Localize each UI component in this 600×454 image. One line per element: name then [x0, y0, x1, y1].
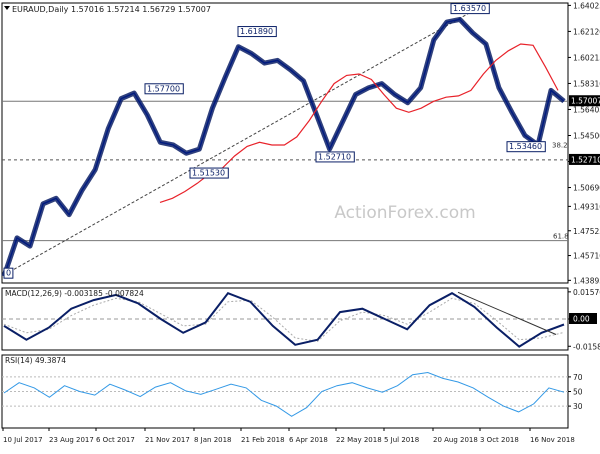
macd-line [3, 291, 565, 348]
price-annotation-label: 1.63570 [453, 4, 486, 13]
rsi-y-tick-label: 30 [573, 402, 583, 411]
macd-trendline [457, 291, 557, 335]
macd-title: MACD(12,26,9) -0.003185 -0.007824 [5, 289, 144, 298]
rsi-title: RSI(14) 49.3874 [5, 356, 66, 365]
x-tick-label: 22 May 2018 [336, 436, 382, 444]
price-annotation-label: 1.57700 [147, 84, 180, 93]
watermark-text: ActionForex.com [334, 203, 475, 223]
price-y-tick-label: 1.64025 [573, 1, 600, 10]
price-y-tick-label: 1.58310 [573, 79, 600, 88]
price-annotation-box [237, 26, 277, 38]
fib-label: 38.2 [552, 142, 568, 150]
collapse-icon [4, 6, 10, 10]
current-price-label: 1.57007 [571, 97, 600, 106]
x-tick-label: 6 Apr 2018 [289, 436, 328, 444]
x-tick-label: 21 Feb 2018 [241, 436, 285, 444]
price-annotation-label: 1.61890 [240, 27, 273, 36]
price-y-tick-label: 1.45710 [573, 252, 600, 261]
macd-y-tick-label: 0.015762 [573, 288, 600, 297]
price-annotation-box [506, 141, 546, 153]
price-chart-title: EURAUD,Daily 1.57016 1.57214 1.56729 1.5… [12, 5, 211, 14]
price-annotation-label: 1.51530 [192, 169, 225, 178]
price-y-tick-label: 1.56405 [573, 105, 600, 114]
x-tick-label: 23 Aug 2017 [49, 436, 94, 444]
price-y-tick-label: 1.50690 [573, 184, 600, 193]
price-y-tick-label: 1.60215 [573, 53, 600, 62]
macd-zero-tag [569, 313, 597, 324]
fib-label: 61.8 [553, 233, 569, 241]
rsi-y-tick-label: 50 [573, 388, 583, 397]
price-y-tick-label: 1.47525 [573, 227, 600, 236]
x-tick-label: 21 Nov 2017 [145, 436, 190, 444]
price-annotation-label: 0 [6, 269, 11, 278]
price-annotation-label: 1.53460 [509, 142, 542, 151]
price-series-line [3, 18, 565, 277]
price-annotation-box [315, 151, 355, 163]
trendline [13, 12, 471, 270]
price-annotation-box [3, 267, 14, 279]
rsi-y-tick-label: 70 [573, 373, 583, 382]
price-annotation-box [450, 3, 490, 15]
x-tick-label: 3 Oct 2018 [480, 436, 519, 444]
price-annotation-label: 1.52710 [318, 152, 351, 161]
x-tick-label: 16 Nov 2018 [530, 436, 575, 444]
x-tick-label: 5 Jul 2018 [384, 436, 419, 444]
macd-signal-line [3, 297, 565, 342]
moving-average-line [159, 43, 559, 203]
price-y-tick-label: 1.49310 [573, 202, 600, 211]
x-tick-label: 8 Jan 2018 [194, 436, 232, 444]
panel-frame-2 [1, 354, 569, 429]
price-y-tick-label: 1.43895 [573, 276, 600, 285]
macd-y-tick-label: 0.00 [573, 315, 590, 324]
price-annotation-box [144, 83, 184, 95]
panel-frame-0 [1, 2, 569, 284]
rsi-line [3, 371, 565, 417]
level-price-tag [569, 153, 600, 165]
price-y-tick-label: 1.62120 [573, 27, 600, 36]
price-y-tick-label: 1.54500 [573, 131, 600, 140]
current-price-tag [569, 95, 600, 107]
x-tick-label: 10 Jul 2017 [3, 436, 43, 444]
x-tick-label: 6 Oct 2017 [96, 436, 135, 444]
level-price-label: 1.52710 [571, 155, 600, 164]
macd-y-tick-label: -0.015834 [573, 342, 600, 351]
x-tick-label: 20 Aug 2018 [433, 436, 478, 444]
price-annotation-box [189, 167, 229, 179]
